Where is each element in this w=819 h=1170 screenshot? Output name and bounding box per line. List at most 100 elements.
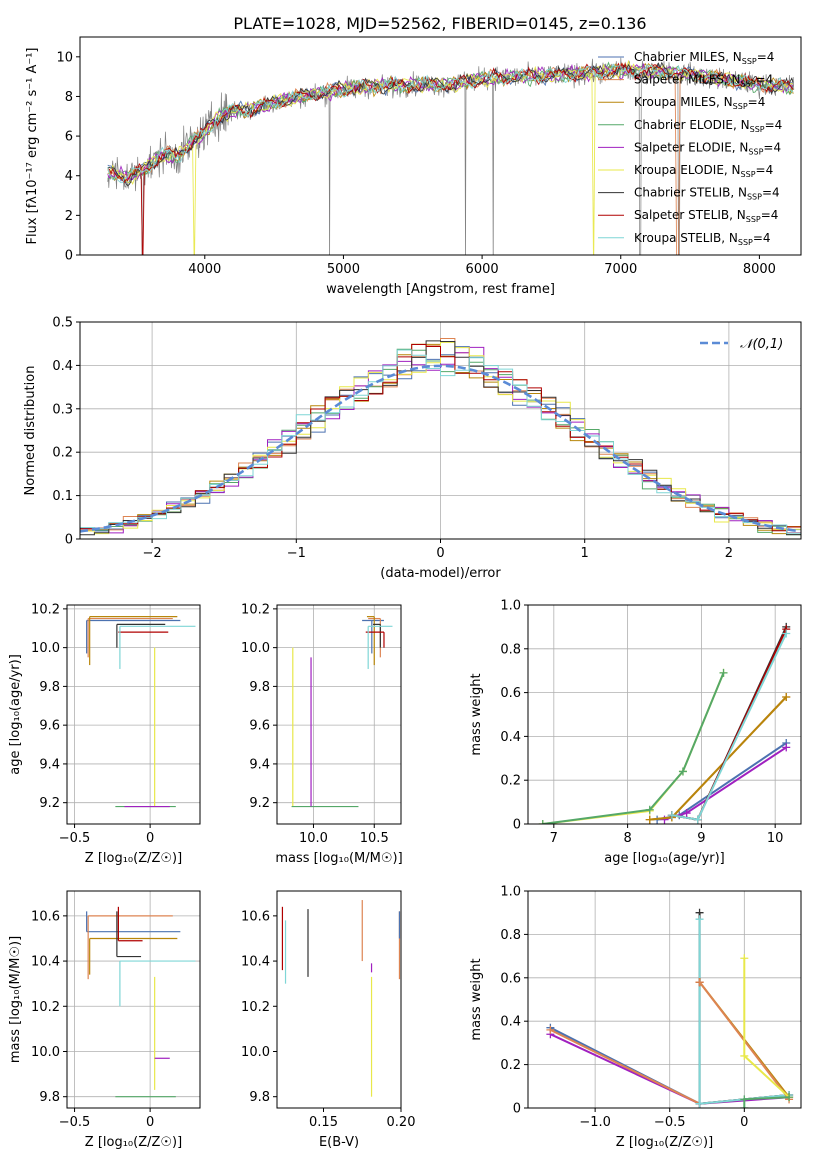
y-tick-label: 0.8 <box>500 928 521 943</box>
panel-weight_vs_age: 7 8 9 10 0 0.2 0.4 0.6 0.8 1.0 age [log₁₀(age/yr)]… <box>469 599 802 866</box>
y-tick-label: 0.1 <box>52 489 73 504</box>
legend: Chabrier MILES, NSSP=4 Salpeter MILES, NS… <box>598 50 782 247</box>
x-tick-label: −1 <box>287 546 306 561</box>
x-tick-label: 0 <box>436 546 444 561</box>
axes-frame <box>276 604 402 825</box>
y-tick-label: 0 <box>65 249 73 264</box>
normal-curve <box>80 364 799 533</box>
data-point <box>678 767 687 776</box>
y-tick-label: 0 <box>513 1102 521 1117</box>
legend-eq: =4 <box>748 95 766 109</box>
legend: 𝒩(0,1) <box>700 337 783 352</box>
x-axis-label: mass [log₁₀(M/M☉)] <box>275 851 402 866</box>
legend-label: 𝒩(0,1) <box>740 337 783 352</box>
legend-eq: =4 <box>753 231 771 245</box>
plot-area <box>80 338 801 536</box>
data-point <box>740 1095 749 1104</box>
x-tick-label: 0 <box>740 1115 748 1130</box>
y-tick-label: 0.5 <box>52 316 73 331</box>
y-tick-label: 10.0 <box>241 1045 270 1060</box>
axes-frame <box>527 890 802 1109</box>
y-tick-label: 9.4 <box>39 757 60 772</box>
legend-eq: =4 <box>763 140 781 154</box>
legend-label: Kroupa MILES, NSSP=4 <box>634 95 765 111</box>
y-tick-label: 4 <box>65 169 73 184</box>
legend-label: Salpeter STELIB, NSSP=4 <box>634 208 778 224</box>
y-tick-label: 10.6 <box>31 909 60 924</box>
y-tick-label: 10.2 <box>241 1000 270 1015</box>
legend-sub: SSP <box>747 193 762 202</box>
panel-age_vs_mass: 10.0 10.5 9.2 9.4 9.6 9.8 10.0 10.2 mass [log₁₀(… <box>241 602 403 866</box>
y-tick-label: 10.2 <box>241 602 270 617</box>
y-tick-label: 10.0 <box>31 641 60 656</box>
y-tick-label: 10.4 <box>241 955 270 970</box>
data-point <box>682 809 691 818</box>
y-tick-label: 9.2 <box>39 796 60 811</box>
data-point <box>645 815 654 824</box>
y-tick-label: 0.3 <box>52 402 73 417</box>
series-line-kroupa-elodie <box>542 672 725 824</box>
y-tick-label: 0.8 <box>500 642 521 657</box>
data-point <box>693 815 702 824</box>
x-tick-label: 1 <box>581 546 589 561</box>
model-kroupa-stelib <box>107 63 794 184</box>
y-tick-label: 9.6 <box>249 719 270 734</box>
x-axis-label: Z [log₁₀(Z/Z☉)] <box>85 851 182 866</box>
legend-sub: SSP <box>746 215 761 224</box>
y-tick-label: 10.0 <box>31 1045 60 1060</box>
legend-eq: =4 <box>762 186 780 200</box>
legend-eq: =4 <box>756 73 774 87</box>
x-tick-label: 7000 <box>604 262 637 277</box>
x-tick-label: 8000 <box>743 262 776 277</box>
legend-label: Kroupa ELODIE, NSSP=4 <box>634 163 773 179</box>
y-tick-label: 8 <box>65 90 73 105</box>
legend-eq: =4 <box>765 118 783 132</box>
x-tick-label: 0.15 <box>309 1115 338 1130</box>
x-axis-label: E(B-V) <box>319 1135 359 1150</box>
legend-label: Kroupa STELIB, NSSP=4 <box>634 231 771 247</box>
legend-label: Chabrier MILES, NSSP=4 <box>634 50 774 66</box>
x-axis-label: Z [log₁₀(Z/Z☉)] <box>616 1135 713 1150</box>
series-line-chabrier-miles <box>656 742 787 821</box>
x-tick-label: 10.5 <box>360 831 389 846</box>
x-tick-label: 7 <box>550 831 558 846</box>
y-axis-label: mass weight <box>469 673 484 755</box>
legend-label: Chabrier STELIB, NSSP=4 <box>634 186 780 202</box>
axes-frame <box>66 604 201 825</box>
series-line-chabrier-elodie <box>743 1096 790 1108</box>
series-line-kroupa-elodie <box>743 958 790 1098</box>
x-axis-label: Z [log₁₀(Z/Z☉)] <box>85 1135 182 1150</box>
data-point <box>740 1051 749 1060</box>
x-tick-label: −1.0 <box>579 1115 611 1130</box>
x-tick-label: −0.5 <box>654 1115 686 1130</box>
plot-area <box>281 900 401 1097</box>
y-tick-label: 0.6 <box>500 971 521 986</box>
legend-sub: SSP <box>742 57 757 66</box>
data-point <box>695 978 704 987</box>
series-line-chabrier-elodie <box>542 672 725 824</box>
legend-sub: SSP <box>750 125 765 134</box>
y-axis-label: mass weight <box>469 958 484 1040</box>
data-point <box>538 820 547 824</box>
y-tick-label: 10 <box>56 50 73 65</box>
panel-spectrum: 4000 5000 6000 7000 8000 0 2 4 6 8 10 wavelength [A… <box>25 36 802 297</box>
legend-eq: =4 <box>761 208 779 222</box>
legend-sub: SSP <box>741 80 756 89</box>
y-tick-label: 0.4 <box>500 730 521 745</box>
y-tick-label: 10.2 <box>31 1000 60 1015</box>
plot-area <box>291 616 393 808</box>
x-tick-label: −0.5 <box>59 1115 91 1130</box>
plot-area <box>546 908 794 1108</box>
panel-age_vs_z: −0.5 0 9.2 9.4 9.6 9.8 10.0 10.2 Z [log₁₀(Z/Z☉)]… <box>8 602 201 866</box>
y-tick-label: 6 <box>65 130 73 145</box>
data-point <box>695 1099 704 1108</box>
y-tick-label: 9.8 <box>39 1090 60 1105</box>
series-line-chabrier-stelib <box>671 626 788 821</box>
y-axis-label: Normed distribution <box>23 366 38 496</box>
axes-frame <box>66 890 201 1109</box>
data-point <box>546 1025 555 1034</box>
model-salpeter-stelib <box>107 62 794 255</box>
y-tick-label: 9.4 <box>249 757 270 772</box>
y-tick-label: 10.4 <box>31 955 60 970</box>
